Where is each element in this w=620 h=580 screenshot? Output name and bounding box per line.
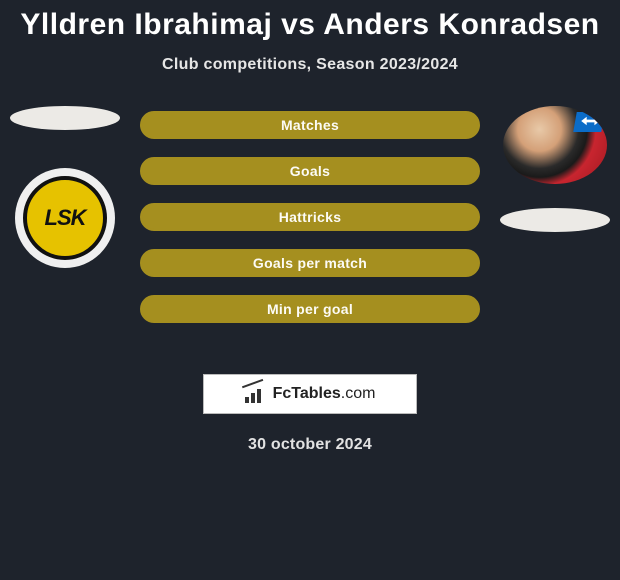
- left-club-badge: LSK: [15, 168, 115, 268]
- left-player-photo-placeholder: [10, 106, 120, 130]
- stat-bar-goals: Goals: [140, 157, 480, 185]
- date: 30 october 2024: [0, 436, 620, 454]
- stat-bar-hattricks: Hattricks: [140, 203, 480, 231]
- subtitle: Club competitions, Season 2023/2024: [0, 56, 620, 74]
- right-player-photo: [503, 106, 607, 184]
- stat-bar-goals-per-match: Goals per match: [140, 249, 480, 277]
- club-badge-inner: LSK: [23, 176, 107, 260]
- stat-bar-min-per-goal: Min per goal: [140, 295, 480, 323]
- stat-bar-matches: Matches: [140, 111, 480, 139]
- comparison-content: LSK Matches Goals Hattricks Goals per ma…: [0, 106, 620, 356]
- page-title: Ylldren Ibrahimaj vs Anders Konradsen: [0, 0, 620, 42]
- club-abbrev: LSK: [45, 205, 86, 231]
- right-club-badge-placeholder: [500, 208, 610, 232]
- watermark-brand: FcTables: [273, 385, 341, 402]
- left-player-column: LSK: [0, 106, 130, 268]
- right-player-column: [490, 106, 620, 232]
- watermark[interactable]: FcTables.com: [203, 374, 417, 414]
- bar-chart-icon: [245, 385, 267, 403]
- watermark-text: FcTables.com: [273, 385, 376, 403]
- stat-bar-list: Matches Goals Hattricks Goals per match …: [140, 111, 480, 323]
- watermark-suffix: .com: [341, 385, 376, 402]
